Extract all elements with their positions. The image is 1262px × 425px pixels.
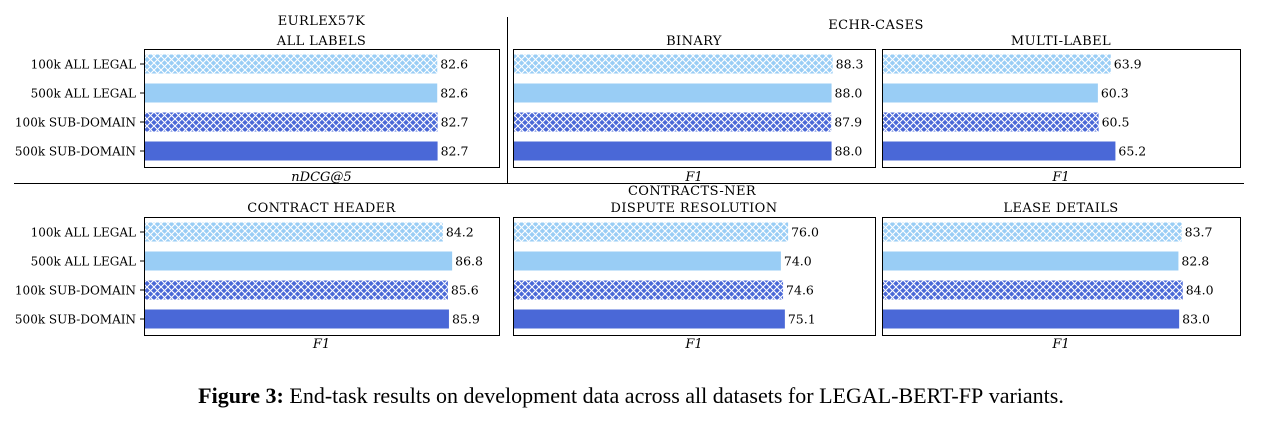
bar-value-label: 65.2 bbox=[1118, 144, 1146, 159]
bar bbox=[882, 141, 1116, 161]
category-label: 100k ALL LEGAL bbox=[31, 58, 136, 72]
category-label: 500k SUB-DOMAIN bbox=[15, 145, 136, 159]
bar bbox=[882, 83, 1098, 103]
bar-value-label: 82.6 bbox=[440, 86, 468, 101]
panel-subtitle: CONTRACT HEADER bbox=[247, 201, 396, 216]
bar-value-label: 88.0 bbox=[835, 86, 863, 101]
bar bbox=[513, 309, 785, 329]
category-label: 100k SUB-DOMAIN bbox=[15, 116, 136, 130]
category-label: 100k ALL LEGAL bbox=[31, 226, 136, 240]
caption-lead: Figure 3: bbox=[198, 383, 284, 408]
bar-value-label: 82.7 bbox=[441, 115, 469, 130]
bar bbox=[513, 251, 781, 271]
bar bbox=[144, 222, 443, 242]
x-axis-label: F1 bbox=[1051, 337, 1069, 352]
bar bbox=[513, 54, 833, 74]
bar-value-label: 85.9 bbox=[452, 312, 480, 327]
bar-value-label: 74.6 bbox=[786, 283, 814, 298]
bar-value-label: 88.3 bbox=[836, 57, 864, 72]
bar-value-label: 83.7 bbox=[1185, 225, 1213, 240]
bar-value-label: 82.6 bbox=[440, 57, 468, 72]
bar-value-label: 85.6 bbox=[451, 283, 479, 298]
bar-value-label: 76.0 bbox=[791, 225, 819, 240]
panel-subtitle: BINARY bbox=[666, 34, 722, 49]
panel-subtitle: DISPUTE RESOLUTION bbox=[611, 201, 778, 216]
group-title-contracts-ner: CONTRACTS-NER bbox=[628, 184, 757, 199]
bar bbox=[144, 251, 453, 271]
figure-chart-grid: ECHR-CASES CONTRACTS-NER EURLEX57K ALL LA… bbox=[14, 14, 1244, 352]
bar-value-label: 82.8 bbox=[1181, 254, 1209, 269]
bar-value-label: 84.0 bbox=[1186, 283, 1214, 298]
bar bbox=[144, 309, 449, 329]
bar bbox=[144, 83, 438, 103]
panel-5: LEASE DETAILS 83.7 82.8 84.0 83.0 F1 bbox=[882, 201, 1241, 352]
panel-frame bbox=[882, 217, 1241, 336]
bar bbox=[513, 112, 832, 132]
panel-4: DISPUTE RESOLUTION 76.0 74.0 74.6 75.1 F1 bbox=[513, 201, 876, 352]
category-label: 100k SUB-DOMAIN bbox=[15, 284, 136, 298]
bar-value-label: 86.8 bbox=[455, 254, 483, 269]
bar-value-label: 83.0 bbox=[1182, 312, 1210, 327]
bar-value-label: 60.5 bbox=[1102, 115, 1130, 130]
bar-value-label: 74.0 bbox=[784, 254, 812, 269]
bar bbox=[144, 141, 438, 161]
panel-1: BINARY 88.3 88.0 87.9 88.0 F1 bbox=[513, 34, 876, 185]
bar bbox=[882, 54, 1111, 74]
bar-value-label: 60.3 bbox=[1101, 86, 1129, 101]
bar-value-label: 84.2 bbox=[446, 225, 474, 240]
x-axis-label: nDCG@5 bbox=[291, 170, 351, 185]
category-label: 500k SUB-DOMAIN bbox=[15, 313, 136, 327]
panel-subtitle: ALL LABELS bbox=[276, 34, 366, 49]
panel-frame bbox=[513, 49, 876, 168]
panel-subtitle: MULTI-LABEL bbox=[1011, 34, 1111, 49]
bar bbox=[882, 222, 1182, 242]
bar bbox=[144, 54, 438, 74]
x-axis-label: F1 bbox=[684, 337, 702, 352]
bar-value-label: 87.9 bbox=[834, 115, 862, 130]
bar-value-label: 88.0 bbox=[835, 144, 863, 159]
bar-value-label: 82.7 bbox=[441, 144, 469, 159]
panel-title: EURLEX57K bbox=[278, 14, 365, 29]
panels: EURLEX57K ALL LABELS 82.6 100k ALL LEGAL 82.… bbox=[15, 14, 1241, 352]
panel-frame bbox=[513, 217, 876, 336]
panel-frame bbox=[882, 49, 1241, 168]
x-axis-label: F1 bbox=[1051, 170, 1069, 185]
bar bbox=[882, 251, 1179, 271]
bar bbox=[513, 83, 832, 103]
bar bbox=[144, 112, 438, 132]
category-label: 500k ALL LEGAL bbox=[31, 255, 136, 269]
bar-value-label: 63.9 bbox=[1114, 57, 1142, 72]
x-axis-label: F1 bbox=[684, 170, 702, 185]
panel-frame bbox=[144, 49, 500, 168]
bar bbox=[882, 309, 1180, 329]
bar bbox=[882, 280, 1183, 300]
caption-text: End-task results on development data acr… bbox=[289, 383, 814, 408]
category-label: 500k ALL LEGAL bbox=[31, 87, 136, 101]
x-axis-label: F1 bbox=[312, 337, 330, 352]
caption-tail: variants. bbox=[988, 383, 1064, 408]
panel-0: EURLEX57K ALL LABELS 82.6 100k ALL LEGAL 82.… bbox=[15, 14, 500, 185]
bar bbox=[882, 112, 1099, 132]
bar bbox=[144, 280, 448, 300]
panel-frame bbox=[144, 217, 500, 336]
bar bbox=[513, 280, 784, 300]
figure-caption: Figure 3: End-task results on developmen… bbox=[0, 383, 1262, 409]
group-title-echr: ECHR-CASES bbox=[828, 18, 924, 33]
bar bbox=[513, 141, 832, 161]
panel-3: CONTRACT HEADER 84.2 100k ALL LEGAL 86.8 500… bbox=[15, 201, 500, 352]
caption-model: LEGAL-BERT-FP bbox=[819, 383, 984, 408]
bar-value-label: 75.1 bbox=[788, 312, 816, 327]
bar bbox=[513, 222, 789, 242]
panel-subtitle: LEASE DETAILS bbox=[1003, 201, 1118, 216]
